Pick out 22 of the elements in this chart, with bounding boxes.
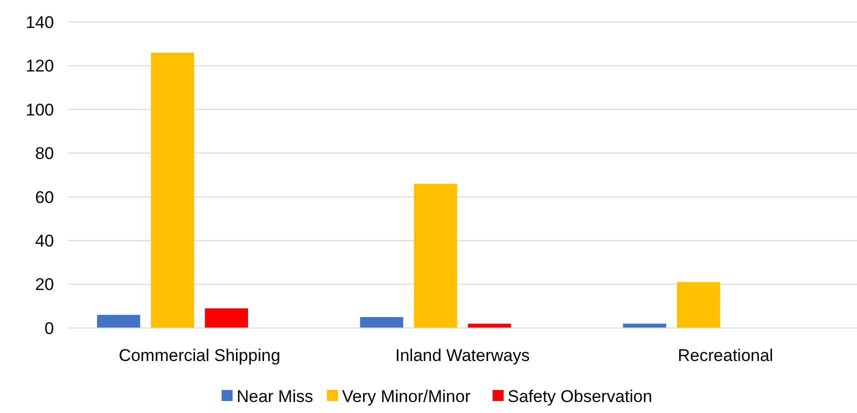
y-tick-label: 100 bbox=[26, 100, 54, 120]
bar bbox=[204, 308, 248, 328]
y-tick-label: 20 bbox=[35, 275, 54, 294]
bar bbox=[468, 324, 512, 328]
legend-label: Safety Observation bbox=[508, 386, 652, 406]
y-tick-label: 0 bbox=[44, 318, 54, 338]
x-tick-label: Commercial Shipping bbox=[118, 346, 280, 365]
bar bbox=[97, 314, 140, 328]
bar bbox=[623, 324, 666, 328]
y-tick-label: 120 bbox=[26, 56, 54, 76]
x-tick-label: Recreational bbox=[678, 346, 774, 365]
y-tick-label: 60 bbox=[35, 188, 54, 207]
legend-label: Very Minor/Minor bbox=[342, 386, 471, 406]
y-tick-label: 40 bbox=[35, 232, 54, 251]
x-tick-label: Inland Waterways bbox=[395, 346, 530, 365]
bar bbox=[360, 317, 404, 328]
bar bbox=[150, 52, 194, 328]
y-tick-label: 140 bbox=[26, 12, 54, 32]
legend-label: Near Miss bbox=[236, 386, 314, 406]
bar bbox=[676, 282, 720, 328]
bar bbox=[414, 184, 458, 328]
y-tick-label: 80 bbox=[35, 144, 54, 164]
